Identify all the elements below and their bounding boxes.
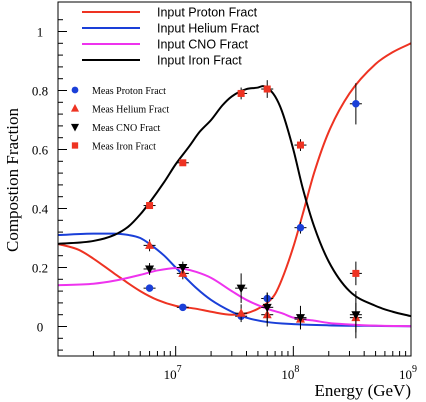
x-tick-label: 108 [281,364,299,382]
meas-cno-fract-point [295,314,305,323]
legend-lines: Input Proton Fract Input Helium Fract Inpu… [82,6,260,68]
legend-point-swatch [70,123,80,132]
meas-proton-fract-point [352,100,360,108]
legend-point-swatch [71,86,79,94]
meas-helium-fract-point [236,308,246,317]
meas-iron-fract-point [146,202,154,210]
meas-proton-fract-point [179,303,187,312]
legend-point-label: Meas Helium Fract [92,105,169,116]
meas-iron-fract-point [179,159,187,167]
legend-point-swatch [70,104,80,112]
y-tick-label: 1 [37,25,44,40]
axis-ticks [58,19,407,356]
x-tick-label: 109 [399,364,417,382]
legend-line-label: Input Proton Fract [157,6,258,20]
legend-points: Meas Proton Fract Meas Helium Fract Meas C… [70,86,169,153]
meas-helium-fract-point [145,240,155,249]
legend-line-label: Input Helium Fract [157,22,260,36]
measured-points [143,80,362,339]
x-axis-label: Energy (GeV) [315,381,411,400]
line-input-helium-fract [58,232,411,328]
meas-cno-fract-point [178,264,188,273]
line-input-iron-fract [58,85,411,318]
meas-iron-fract-point [352,269,360,277]
y-tick-label: 0.8 [32,84,48,99]
legend-line-label: Input Iron Fract [157,54,242,68]
meas-iron-fract-point [263,85,271,93]
y-tick-label: 0.2 [32,261,48,276]
legend-line-label: Input CNO Fract [157,38,249,52]
legend-point-swatch [71,142,79,149]
meas-cno-fract-point [236,284,246,294]
x-tick-labels: 107 108 109 [164,364,417,382]
y-tick-labels: 0 0.2 0.4 0.6 0.8 1 [32,25,49,335]
meas-iron-fract-point [296,141,304,149]
meas-proton-fract-point [296,223,305,232]
legend-point-label: Meas Proton Fract [92,86,166,97]
y-tick-label: 0.4 [32,202,49,217]
y-tick-label: 0 [37,320,44,335]
meas-cno-fract-point [145,265,155,274]
legend-point-label: Meas CNO Fract [92,123,161,134]
model-lines [58,42,411,328]
line-input-proton-fract [58,42,411,316]
y-axis-label: Compostion Fraction [3,107,22,252]
meas-proton-fract-point [145,284,154,292]
meas-cno-fract-point [262,303,272,313]
meas-iron-fract-point [237,89,245,97]
meas-cno-fract-point [351,311,361,320]
plot-frame [57,1,412,357]
y-tick-label: 0.6 [32,143,49,158]
legend-point-label: Meas Iron Fract [92,142,156,153]
line-input-cno-fract [58,267,411,328]
x-tick-label: 107 [164,364,182,382]
